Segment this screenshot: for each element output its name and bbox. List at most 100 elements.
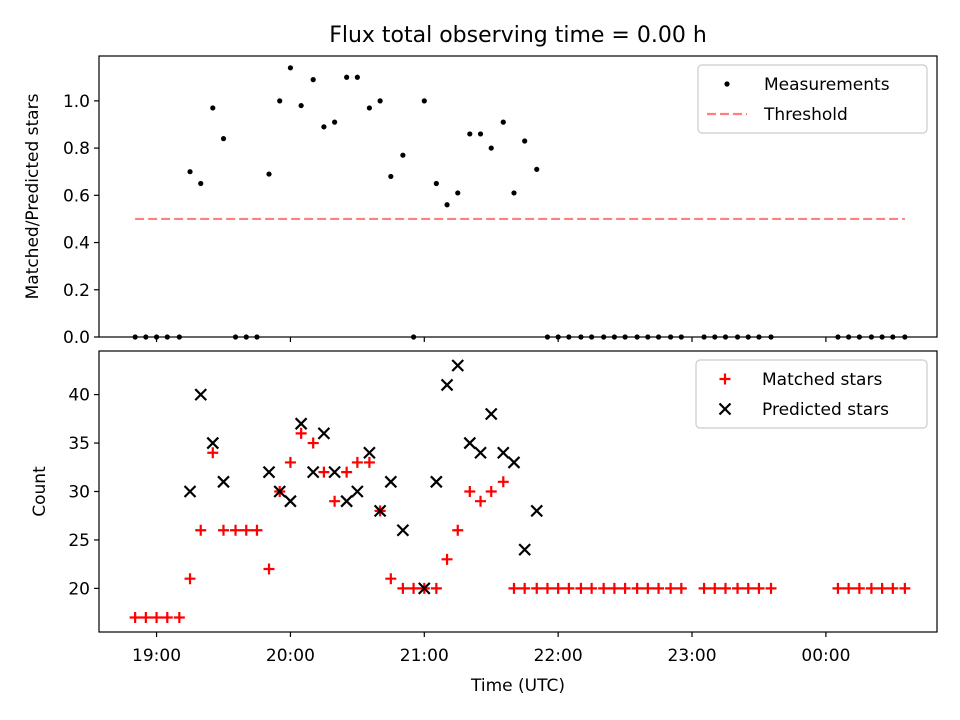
x-tick-label: 19:00: [132, 646, 181, 666]
top-plot-area: 0.0 0.2 0.4 0.6 0.8 1.0 Matched/Predicted star…: [23, 55, 938, 348]
data-point: [307, 437, 319, 449]
y-tick-label: 0.2: [63, 281, 90, 301]
data-point: [317, 427, 331, 440]
data-point: [709, 582, 721, 594]
data-point: [354, 74, 360, 80]
data-point: [230, 524, 242, 536]
data-point: [484, 407, 498, 421]
data-point: [183, 485, 197, 498]
plot-frame-0: [98, 55, 938, 338]
legend-label: Threshold: [763, 105, 848, 125]
data-point: [701, 334, 707, 340]
data-point: [184, 573, 196, 585]
data-point: [284, 456, 296, 468]
data-point: [865, 582, 877, 594]
data-point: [351, 485, 364, 498]
x-tick-label: 20:00: [266, 646, 315, 666]
data-point: [206, 436, 220, 450]
legend-box: [697, 64, 928, 134]
data-point: [645, 334, 651, 340]
data-point: [363, 456, 375, 468]
data-point: [902, 334, 908, 340]
data-point: [455, 190, 461, 196]
data-point: [240, 524, 252, 536]
data-point: [266, 171, 272, 177]
data-point: [475, 495, 487, 507]
data-point: [500, 119, 506, 125]
data-point: [653, 582, 665, 594]
y-tick-label: 30: [68, 483, 90, 503]
legend-box: [695, 359, 928, 429]
data-point: [263, 563, 275, 575]
data-point: [474, 446, 487, 460]
data-point: [132, 334, 138, 340]
data-point: [589, 334, 595, 340]
data-point: [477, 131, 484, 137]
data-point: [363, 446, 376, 460]
data-point: [534, 166, 540, 172]
data-point: [140, 611, 152, 623]
data-point: [488, 145, 494, 151]
data-point: [433, 180, 439, 187]
data-point: [210, 105, 216, 111]
data-point: [753, 582, 765, 594]
data-point: [601, 334, 607, 340]
data-point: [351, 456, 363, 468]
data-point: [332, 119, 338, 125]
data-point: [868, 334, 875, 340]
data-point: [340, 494, 353, 508]
data-point: [876, 582, 888, 594]
data-point: [519, 582, 531, 594]
data-point: [373, 504, 387, 518]
data-point: [698, 582, 710, 594]
series-predicted-stars: [183, 359, 544, 595]
data-point: [575, 582, 587, 594]
data-point: [143, 334, 149, 340]
data-point: [408, 582, 420, 594]
data-point: [452, 524, 464, 536]
x-tick-label: 22:00: [534, 646, 583, 666]
legend-label: Measurements: [764, 75, 890, 95]
legend-swatch: [724, 81, 730, 87]
data-point: [611, 334, 617, 340]
data-point: [496, 446, 510, 460]
data-point: [732, 582, 744, 594]
data-point: [410, 334, 417, 340]
x-tick-label: 00:00: [801, 646, 850, 666]
data-point: [622, 334, 628, 340]
data-point: [298, 102, 304, 109]
data-point: [518, 543, 531, 556]
data-point: [217, 524, 229, 536]
data-point: [598, 582, 610, 594]
data-point: [251, 524, 263, 536]
y-tick-label: 0.0: [63, 328, 90, 348]
data-point: [318, 466, 330, 478]
data-point: [522, 138, 528, 144]
data-point: [856, 334, 862, 340]
data-point: [890, 334, 896, 340]
y-tick-label: 0.8: [63, 139, 90, 159]
data-point: [294, 417, 308, 430]
legend-swatch: [718, 402, 732, 416]
data-point: [853, 582, 865, 594]
data-point: [608, 582, 620, 594]
y-tick-label: 20: [68, 579, 90, 599]
legend-label: Matched stars: [762, 370, 882, 390]
data-point: [385, 573, 397, 585]
y-tick-label: 1.0: [63, 92, 90, 112]
data-point: [719, 582, 731, 594]
data-point: [220, 136, 227, 142]
data-point: [341, 466, 353, 478]
data-point: [675, 582, 687, 594]
y-axis-label: Matched/Predicted stars: [23, 93, 43, 299]
data-point: [243, 334, 249, 340]
data-point: [634, 334, 640, 340]
data-point: [485, 486, 497, 497]
y-tick-label: 0.6: [63, 186, 90, 206]
y-tick-label: 40: [68, 386, 90, 406]
data-point: [843, 582, 855, 594]
data-point: [287, 65, 294, 71]
y-axis-label: Count: [30, 466, 50, 517]
data-point: [756, 334, 762, 340]
series-measurements: [132, 65, 908, 340]
